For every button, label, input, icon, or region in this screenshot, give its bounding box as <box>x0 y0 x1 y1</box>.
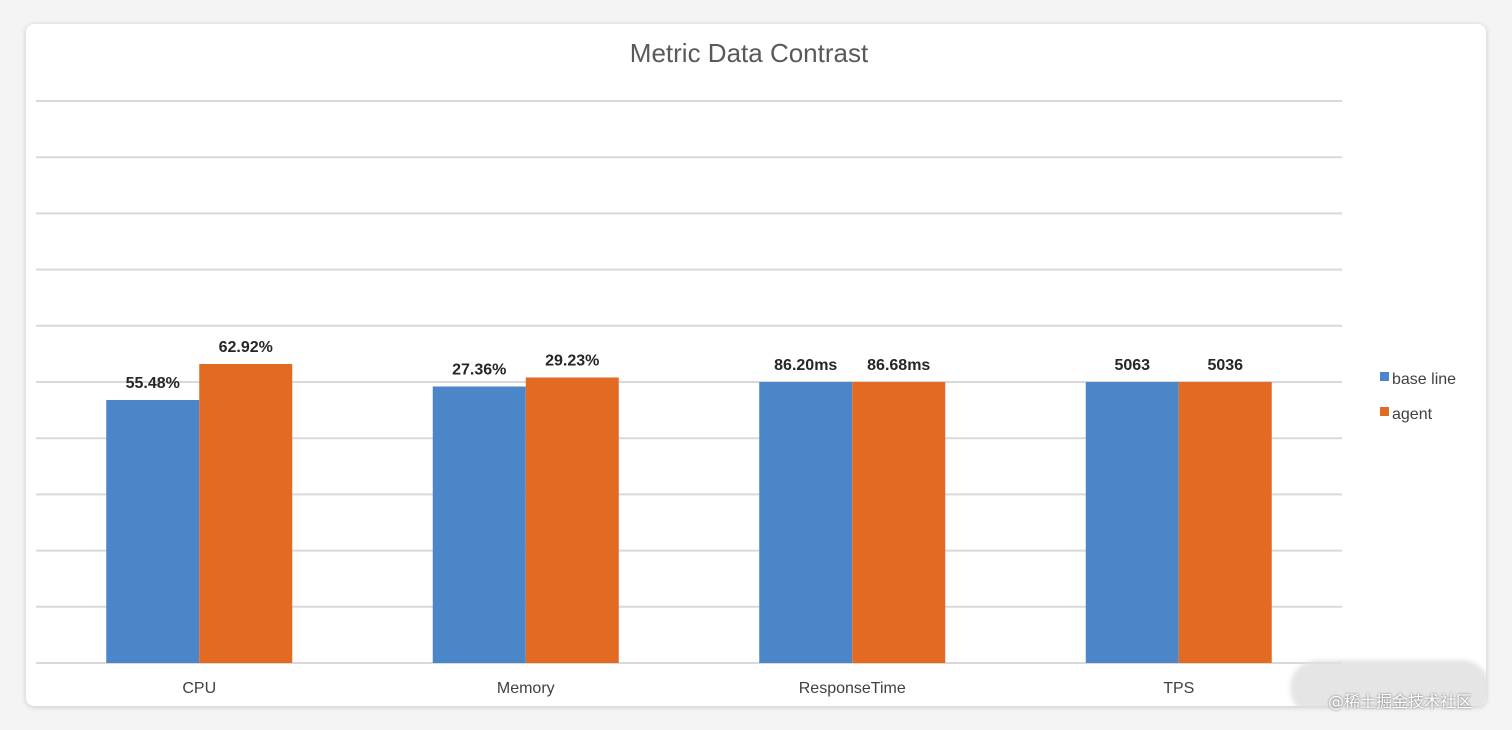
legend-swatch-base-line <box>1380 372 1389 381</box>
data-label-base-line-tps: 5063 <box>1114 357 1150 374</box>
data-label-base-line-responsetime: 86.20ms <box>774 357 837 374</box>
legend-label-agent: agent <box>1392 406 1433 423</box>
data-label-agent-cpu: 62.92% <box>219 339 273 356</box>
watermark-overlay <box>1290 660 1486 706</box>
category-label-cpu: CPU <box>182 680 216 697</box>
category-label-responsetime: ResponseTime <box>799 680 906 697</box>
bar-base-line-responsetime <box>759 382 853 663</box>
chart-title: Metric Data Contrast <box>630 38 869 68</box>
bar-agent-cpu <box>199 364 293 663</box>
data-labels: 55.48% 62.92% 27.36% 29.23% 86.20ms 86.68ms 50… <box>126 339 1244 392</box>
chart-card: Metric Data Contrast 55.48% 62.92% 27.36% 2… <box>26 24 1486 706</box>
data-label-agent-tps: 5036 <box>1207 357 1243 374</box>
bars <box>106 364 1272 663</box>
category-labels: CPU Memory ResponseTime TPS <box>182 680 1194 697</box>
data-label-agent-responsetime: 86.68ms <box>867 357 930 374</box>
watermark-text: @稀土掘金技术社区 <box>1328 692 1473 711</box>
bar-base-line-tps <box>1085 382 1179 663</box>
bar-agent-responsetime <box>852 382 946 663</box>
data-label-base-line-cpu: 55.48% <box>126 375 180 392</box>
category-label-memory: Memory <box>497 680 555 697</box>
bar-base-line-cpu <box>106 399 200 663</box>
bar-agent-tps <box>1178 382 1272 663</box>
legend-swatch-agent <box>1380 407 1389 416</box>
data-label-base-line-memory: 27.36% <box>452 361 506 378</box>
bar-agent-memory <box>525 377 619 663</box>
legend: base line agent <box>1380 371 1456 423</box>
bar-chart: Metric Data Contrast 55.48% 62.92% 27.36% 2… <box>36 38 1456 697</box>
category-label-tps: TPS <box>1163 680 1194 697</box>
bar-base-line-memory <box>432 386 526 663</box>
legend-label-base-line: base line <box>1392 371 1456 388</box>
data-label-agent-memory: 29.23% <box>545 353 599 370</box>
